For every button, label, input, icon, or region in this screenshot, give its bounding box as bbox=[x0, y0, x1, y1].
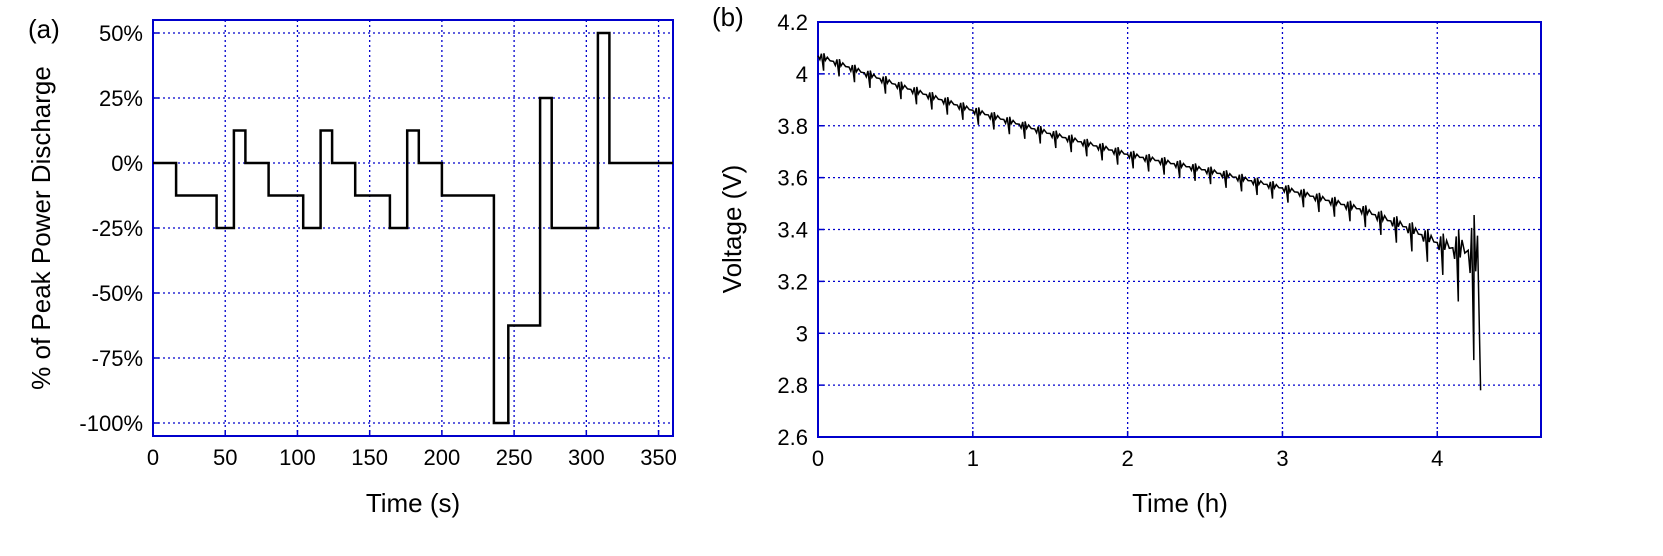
panel-a-label: (a) bbox=[28, 14, 60, 44]
x-tick-label: 250 bbox=[496, 445, 533, 470]
series-line-a bbox=[153, 31, 673, 425]
y-tick-label: 50% bbox=[99, 21, 143, 46]
y-tick-label: -50% bbox=[92, 281, 143, 306]
y-tick-label: 0% bbox=[111, 151, 143, 176]
y-tick-label: 3.8 bbox=[777, 114, 808, 139]
y-tick-label: 2.6 bbox=[777, 425, 808, 450]
x-axis-label-a: Time (s) bbox=[366, 488, 460, 518]
x-tick-label: 3 bbox=[1276, 446, 1288, 471]
y-ticks-a: -100% -75% -50% -25% 0% 25% 50% bbox=[79, 21, 159, 436]
x-tick-label: 350 bbox=[640, 445, 677, 470]
x-ticks-a: 0 50 100 150 200 250 300 350 bbox=[147, 430, 677, 470]
y-tick-label: -75% bbox=[92, 346, 143, 371]
x-tick-label: 4 bbox=[1431, 446, 1443, 471]
x-ticks-b: 0 1 2 3 4 bbox=[812, 431, 1443, 471]
y-tick-label: -100% bbox=[79, 411, 143, 436]
y-axis-label-b: Voltage (V) bbox=[717, 165, 747, 294]
grid-b bbox=[818, 22, 1541, 437]
y-tick-label: 2.8 bbox=[777, 373, 808, 398]
y-tick-label: 4 bbox=[796, 62, 808, 87]
panel-b-label: (b) bbox=[712, 2, 744, 32]
x-tick-label: 0 bbox=[147, 445, 159, 470]
y-tick-label: -25% bbox=[92, 216, 143, 241]
x-tick-label: 2 bbox=[1122, 446, 1134, 471]
x-tick-label: 150 bbox=[351, 445, 388, 470]
grid-a bbox=[153, 20, 673, 436]
x-tick-label: 200 bbox=[424, 445, 461, 470]
x-axis-label-b: Time (h) bbox=[1132, 488, 1228, 518]
chart-b: (b) 2.6 2.8 3 3.2 3.4 3.6 3.8 4 4.2 0 1 2 3 4 Time (… bbox=[712, 2, 1542, 518]
y-tick-label: 25% bbox=[99, 86, 143, 111]
y-ticks-b: 2.6 2.8 3 3.2 3.4 3.6 3.8 4 4.2 bbox=[777, 10, 824, 450]
x-tick-label: 50 bbox=[213, 445, 237, 470]
y-tick-label: 4.2 bbox=[777, 10, 808, 35]
y-tick-label: 3.2 bbox=[777, 269, 808, 294]
x-tick-label: 0 bbox=[812, 446, 824, 471]
x-tick-label: 100 bbox=[279, 445, 316, 470]
y-tick-label: 3.6 bbox=[777, 166, 808, 191]
chart-a: (a) -100% -75% -50% -25% 0% 25% 50% 0 50 100 150 2… bbox=[26, 14, 677, 518]
series-line-b bbox=[817, 53, 1482, 391]
y-tick-label: 3 bbox=[796, 321, 808, 346]
y-tick-label: 3.4 bbox=[777, 218, 808, 243]
y-axis-label-a: % of Peak Power Discharge bbox=[26, 66, 56, 390]
x-tick-label: 1 bbox=[967, 446, 979, 471]
x-tick-label: 300 bbox=[568, 445, 605, 470]
